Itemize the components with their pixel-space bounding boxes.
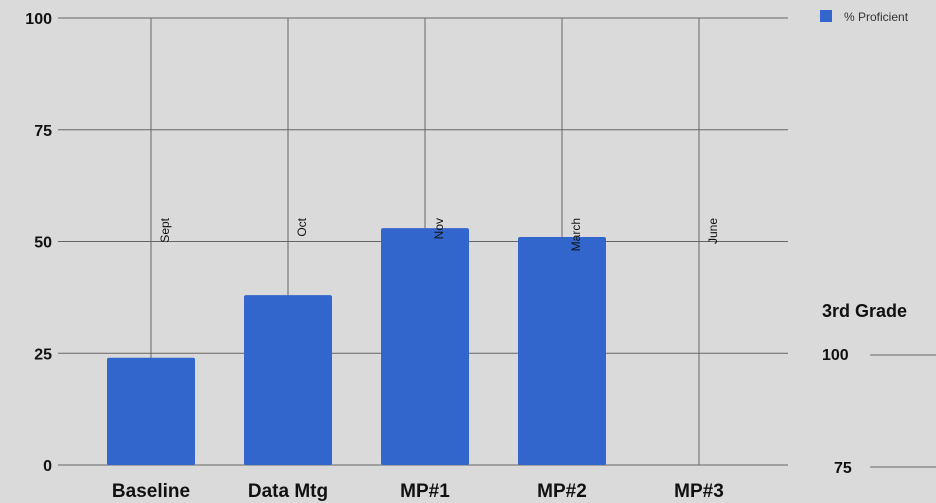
x-category-label: Data Mtg: [248, 481, 328, 502]
legend-label: % Proficient: [844, 10, 909, 24]
y-tick-label: 25: [34, 346, 52, 363]
bar: [518, 237, 606, 465]
bar: [244, 295, 332, 465]
month-annotation: Sept: [158, 217, 172, 242]
y-tick-label: 50: [34, 235, 52, 252]
y-axis-ticks: 0 25 50 75 100: [25, 11, 52, 475]
x-category-label: MP#3: [674, 481, 724, 502]
y-tick-label: 0: [43, 458, 52, 475]
month-annotation: June: [706, 218, 720, 244]
month-annotation: March: [569, 218, 583, 251]
second-chart-partial: 3rd Grade 100 75: [822, 301, 936, 477]
y-tick-label: 100: [25, 11, 52, 28]
x-category-label: MP#2: [537, 481, 587, 502]
second-chart-tick-label: 75: [834, 460, 852, 477]
y-tick-label: 75: [34, 123, 52, 140]
legend-swatch: [820, 10, 832, 22]
second-chart-tick-label: 100: [822, 347, 849, 364]
bar: [107, 357, 195, 465]
bar-series: [107, 228, 606, 465]
x-axis-categories: Baseline Data Mtg MP#1 MP#2 MP#3: [112, 481, 724, 502]
legend: % Proficient: [820, 10, 909, 24]
x-category-label: Baseline: [112, 481, 190, 502]
month-annotation: Oct: [295, 217, 309, 236]
category-annotations: Sept Oct Nov March June: [158, 217, 720, 251]
x-category-label: MP#1: [400, 481, 450, 502]
second-chart-title: 3rd Grade: [822, 301, 907, 321]
month-annotation: Nov: [432, 218, 446, 239]
bar: [381, 228, 469, 465]
